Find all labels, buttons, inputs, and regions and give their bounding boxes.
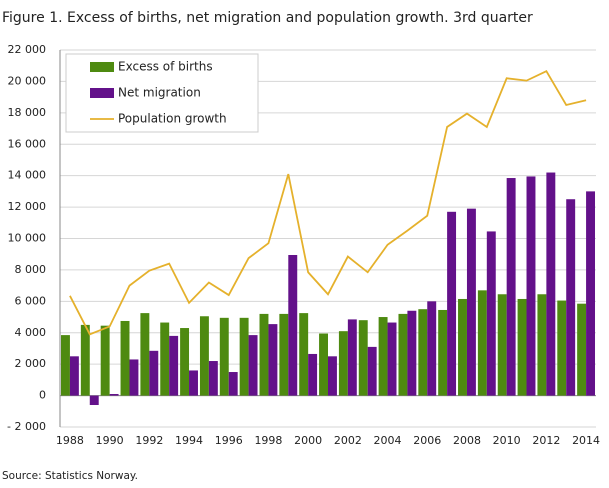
bar: [279, 313, 289, 396]
bar: [208, 361, 218, 396]
bar: [100, 325, 110, 396]
y-tick-label: 22 000: [8, 43, 47, 56]
bar: [199, 316, 209, 396]
bar: [259, 313, 269, 396]
bar: [458, 298, 467, 396]
bar: [358, 320, 368, 396]
bar: [120, 320, 130, 396]
y-tick-label: 8 000: [15, 263, 47, 276]
bar: [577, 303, 587, 396]
x-tick-label: 2000: [294, 434, 322, 447]
x-tick-label: 1990: [96, 434, 124, 447]
bar: [418, 309, 428, 396]
bar: [338, 331, 348, 396]
line: [69, 70, 587, 336]
bar: [319, 333, 328, 396]
y-tick-label: 2 000: [15, 357, 47, 370]
bar: [387, 322, 397, 396]
legend-label: Net migration: [118, 86, 201, 100]
chart-title: Figure 1. Excess of births, net migratio…: [2, 10, 533, 26]
y-tick-label: 6 000: [15, 294, 47, 307]
bar: [180, 328, 190, 396]
x-tick-label: 2002: [334, 434, 362, 447]
bar: [566, 199, 576, 396]
bar: [248, 335, 258, 396]
bar: [398, 313, 408, 396]
bar: [109, 394, 119, 396]
bar: [586, 191, 596, 396]
bar: [239, 317, 249, 396]
legend-label: Excess of births: [118, 60, 213, 74]
bar: [407, 310, 417, 396]
x-tick-label: 2008: [453, 434, 481, 447]
bar: [69, 356, 79, 396]
x-tick-label: 1998: [254, 434, 282, 447]
bar: [129, 359, 139, 396]
bar: [189, 370, 198, 396]
y-tick-label: 18 000: [8, 106, 47, 119]
x-tick-label: 2010: [493, 434, 521, 447]
x-tick-label: 1992: [135, 434, 163, 447]
bar: [347, 319, 357, 396]
x-tick-label: 2004: [374, 434, 402, 447]
bar: [89, 395, 99, 406]
bar: [466, 208, 476, 396]
x-tick-label: 1988: [56, 434, 84, 447]
y-tick-label: 16 000: [8, 137, 47, 150]
y-tick-label: - 2 000: [7, 420, 46, 433]
bar: [427, 301, 437, 396]
legend-swatch: [90, 88, 114, 98]
bar: [378, 317, 388, 396]
bar: [497, 294, 507, 396]
bar: [477, 290, 487, 396]
x-tick-label: 2006: [413, 434, 441, 447]
bar: [557, 300, 567, 396]
bar: [526, 176, 536, 396]
y-tick-label: 4 000: [15, 326, 47, 339]
bar: [288, 254, 298, 396]
x-tick-label: 1996: [215, 434, 243, 447]
y-tick-label: 12 000: [8, 200, 47, 213]
bar: [506, 178, 516, 396]
bar: [80, 324, 90, 396]
bar: [219, 317, 229, 396]
bar: [140, 313, 150, 396]
bar: [367, 346, 377, 396]
legend-label: Population growth: [118, 112, 227, 126]
bar: [517, 298, 527, 396]
bar: [169, 335, 179, 396]
x-tick-label: 2012: [532, 434, 560, 447]
bar: [228, 372, 238, 396]
bar: [308, 353, 318, 396]
bar: [299, 313, 309, 396]
legend-swatch: [90, 62, 114, 72]
bar: [438, 309, 448, 396]
x-tick-label: 2014: [572, 434, 600, 447]
y-tick-label: 10 000: [8, 232, 47, 245]
x-tick-label: 1994: [175, 434, 203, 447]
bar: [268, 324, 278, 396]
y-tick-label: 14 000: [8, 169, 47, 182]
y-tick-label: 0: [39, 389, 46, 402]
bar: [546, 172, 556, 396]
bar: [486, 231, 496, 396]
bar: [328, 356, 337, 396]
bar: [60, 335, 70, 396]
y-tick-label: 20 000: [8, 74, 47, 87]
bar: [160, 322, 170, 396]
bar: [537, 294, 547, 396]
source-note: Source: Statistics Norway.: [2, 470, 138, 482]
bar: [149, 350, 159, 396]
bar: [447, 211, 457, 396]
